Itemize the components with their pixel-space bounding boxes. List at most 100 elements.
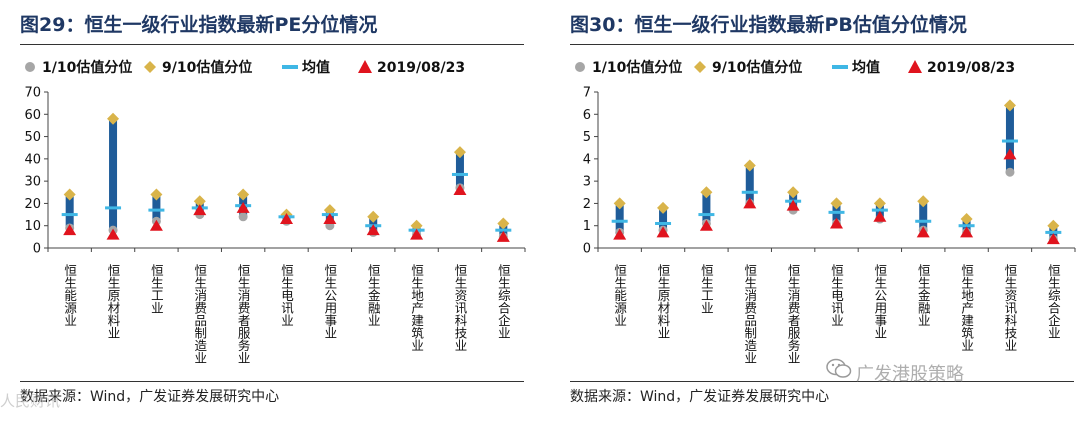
data-source: 数据来源：Wind，广发证券发展研究中心: [20, 389, 280, 405]
latest-marker: [106, 228, 120, 240]
latest-marker: [873, 210, 887, 222]
watermark-left: 人民财讯: [0, 392, 61, 410]
category-label: 恒生能源业: [62, 264, 77, 327]
p90-marker: [63, 188, 76, 201]
latest-marker: [410, 228, 424, 240]
category-label: 恒生工业: [149, 264, 164, 314]
legend-marker-p10: [25, 62, 35, 72]
category-label: 恒生电讯业: [829, 264, 844, 327]
mean-marker: [698, 213, 715, 217]
legend-label: 1/10估值分位: [592, 59, 682, 76]
mean-marker: [611, 219, 628, 223]
mean-marker: [828, 210, 845, 214]
latest-marker: [960, 226, 974, 238]
p90-marker: [1047, 219, 1060, 232]
p90-marker: [497, 217, 510, 230]
range-bar: [745, 165, 754, 204]
y-tick-label: 7: [583, 86, 591, 101]
category-label: 恒生公用事业: [872, 264, 887, 339]
latest-marker: [496, 230, 510, 242]
range-bar: [109, 118, 118, 231]
mean-marker: [871, 208, 888, 212]
legend-label: 9/10估值分位: [162, 59, 252, 76]
bottom-rule: [20, 381, 524, 382]
p90-marker: [700, 186, 713, 199]
p10-marker: [238, 212, 248, 222]
p90-marker: [657, 201, 670, 214]
legend-marker-p90: [144, 61, 156, 73]
y-tick-label: 5: [583, 130, 591, 145]
p90-marker: [917, 195, 930, 208]
p90-marker: [830, 197, 843, 210]
legend-label: 均值: [852, 59, 880, 76]
mean-marker: [1045, 230, 1062, 234]
latest-marker: [1046, 233, 1060, 245]
category-label: 恒生金融业: [366, 264, 381, 327]
legend-label: 9/10估值分位: [712, 59, 802, 76]
mean-marker: [495, 228, 512, 232]
y-tick-label: 60: [24, 108, 41, 123]
figure-title: 图29：恒生一级行业指数最新PE分位情况: [20, 14, 378, 36]
latest-marker: [63, 224, 77, 236]
legend-marker-latest: [358, 60, 372, 73]
y-tick-label: 70: [24, 86, 41, 101]
mean-marker: [958, 224, 975, 228]
data-source: 数据来源：Wind，广发证券发展研究中心: [570, 389, 830, 405]
category-label: 恒生能源业: [612, 264, 627, 327]
latest-marker: [280, 213, 293, 225]
p90-marker: [237, 188, 250, 201]
latest-marker: [743, 197, 757, 209]
legend-marker-latest: [908, 60, 922, 73]
p90-marker: [960, 213, 973, 226]
latest-marker: [699, 219, 713, 231]
mean-marker: [61, 213, 78, 217]
legend-label: 均值: [302, 59, 330, 76]
latest-marker: [786, 199, 800, 211]
latest-marker: [149, 219, 163, 231]
y-tick-label: 0: [33, 242, 41, 257]
p90-marker: [453, 146, 466, 159]
p90-marker: [743, 159, 756, 172]
range-bar: [455, 152, 464, 188]
p90-marker: [150, 188, 163, 201]
mean-marker: [105, 206, 122, 210]
category-label: 恒生综合企业: [1046, 264, 1061, 339]
p90-marker: [1003, 99, 1016, 112]
mean-marker: [451, 172, 468, 176]
y-tick-label: 4: [583, 152, 591, 167]
legend-marker-mean: [282, 65, 298, 69]
latest-marker: [1003, 148, 1017, 160]
y-tick-label: 1: [583, 219, 591, 234]
wechat-icon: [826, 358, 852, 378]
category-label: 恒生资讯科技业: [452, 264, 467, 352]
y-tick-label: 0: [583, 242, 591, 257]
mean-marker: [655, 221, 672, 225]
y-tick-label: 6: [583, 108, 591, 123]
category-label: 恒生公用事业: [322, 264, 337, 339]
legend-marker-p10: [575, 62, 585, 72]
latest-marker: [193, 204, 207, 216]
p90-marker: [787, 186, 800, 199]
legend-label: 1/10估值分位: [42, 59, 132, 76]
legend-marker-mean: [832, 65, 848, 69]
pe-chart: 1/10估值分位 9/10估值分位 均值 2019/08/23 0 10 20 30 40 50 6…: [24, 59, 526, 364]
category-label: 恒生资讯科技业: [1002, 264, 1017, 352]
range-bar: [659, 207, 668, 231]
mean-marker: [741, 190, 758, 194]
p90-marker: [613, 197, 626, 210]
p90-marker: [873, 197, 886, 210]
mean-marker: [915, 219, 932, 223]
chart-panel-pb: 图30：恒生一级行业指数最新PB估值分位情况 1/10估值分位 9/10估值分位 均…: [550, 0, 1080, 422]
y-tick-label: 30: [24, 175, 41, 190]
p90-marker: [367, 210, 380, 223]
latest-marker: [453, 184, 467, 196]
legend-marker-p90: [694, 61, 706, 73]
category-label: 恒生工业: [699, 264, 714, 314]
range-bar: [615, 203, 624, 233]
category-label: 恒生综合企业: [496, 264, 511, 339]
latest-marker: [916, 226, 930, 238]
category-label: 恒生电讯业: [279, 264, 294, 327]
p90-marker: [193, 195, 206, 208]
range-bar: [65, 194, 74, 228]
p10-marker: [1005, 167, 1015, 177]
